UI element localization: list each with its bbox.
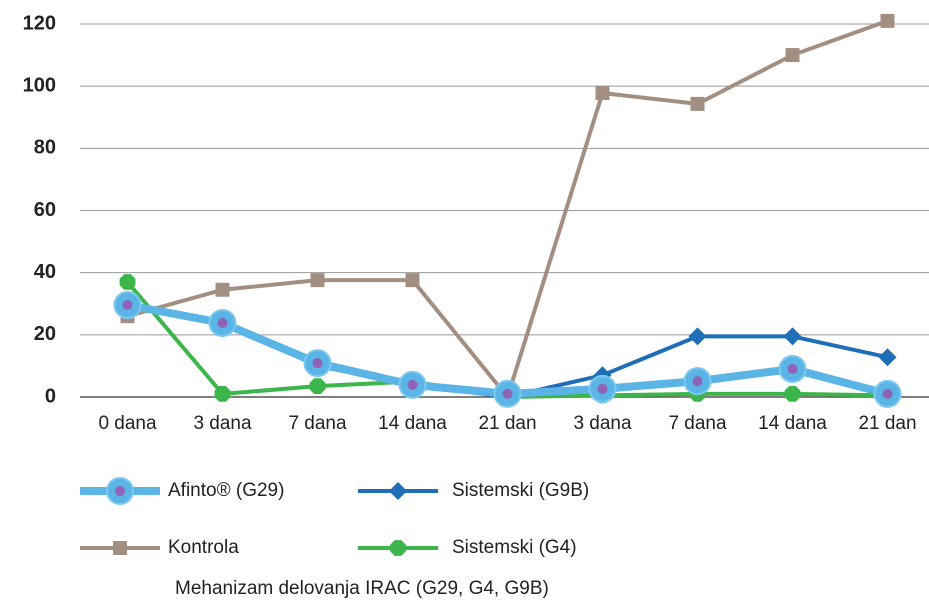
x-tick-label: 3 dana xyxy=(193,413,252,434)
data-point xyxy=(878,348,897,367)
caption: Mehanizam delovanja IRAC (G29, G4, G9B) xyxy=(175,578,549,599)
data-point xyxy=(784,386,801,402)
x-tick-label: 7 dana xyxy=(288,413,347,434)
marker-dot xyxy=(787,364,798,375)
legend-marker xyxy=(389,482,407,500)
data-point xyxy=(778,355,807,384)
y-tick-label: 120 xyxy=(23,12,56,34)
data-point xyxy=(214,386,231,402)
data-point xyxy=(588,374,617,403)
marker-dot xyxy=(502,388,513,399)
legend-marker xyxy=(113,541,127,555)
x-tick-label: 21 dan xyxy=(858,413,916,434)
marker-dot xyxy=(597,383,608,394)
legend-label: Kontrola xyxy=(168,537,239,558)
data-point xyxy=(688,327,707,346)
legend-label: Afinto® (G29) xyxy=(168,480,284,501)
x-tick-label: 14 dana xyxy=(758,413,827,434)
data-point xyxy=(119,274,136,290)
marker-dot xyxy=(122,299,133,310)
data-point xyxy=(690,96,705,111)
marker-dot xyxy=(407,379,418,390)
data-point xyxy=(208,309,237,338)
marker-dot xyxy=(692,376,703,387)
data-point xyxy=(405,273,420,288)
y-tick-label: 20 xyxy=(34,323,56,345)
legend-marker xyxy=(390,540,406,556)
data-point xyxy=(113,290,142,319)
y-tick-label: 100 xyxy=(23,74,56,96)
x-tick-label: 21 dan xyxy=(478,413,536,434)
y-tick-label: 40 xyxy=(34,261,56,283)
legend-label: Sistemski (G9B) xyxy=(452,480,589,501)
legend-label: Sistemski (G4) xyxy=(452,537,577,558)
data-point xyxy=(783,327,802,346)
data-point xyxy=(398,370,427,399)
y-tick-label: 80 xyxy=(34,137,56,159)
y-tick-label: 60 xyxy=(34,199,56,221)
data-point xyxy=(493,379,522,408)
data-point xyxy=(873,379,902,408)
marker-dot xyxy=(882,388,893,399)
marker-dot xyxy=(312,358,323,369)
data-point xyxy=(595,86,610,101)
data-point xyxy=(310,273,325,288)
data-point xyxy=(303,349,332,378)
series-line xyxy=(125,280,888,399)
marker-dot xyxy=(217,318,228,329)
data-point xyxy=(880,13,895,28)
x-tick-label: 14 dana xyxy=(378,413,447,434)
x-tick-label: 3 dana xyxy=(573,413,632,434)
x-tick-label: 7 dana xyxy=(668,413,727,434)
data-point xyxy=(215,282,230,297)
marker-dot xyxy=(115,486,125,496)
x-tick-label: 0 dana xyxy=(98,413,157,434)
series-line xyxy=(126,19,889,399)
y-tick-label: 0 xyxy=(45,385,56,407)
data-point xyxy=(785,48,800,63)
data-point xyxy=(683,367,712,396)
legend-marker xyxy=(106,477,134,505)
data-point xyxy=(309,378,326,394)
